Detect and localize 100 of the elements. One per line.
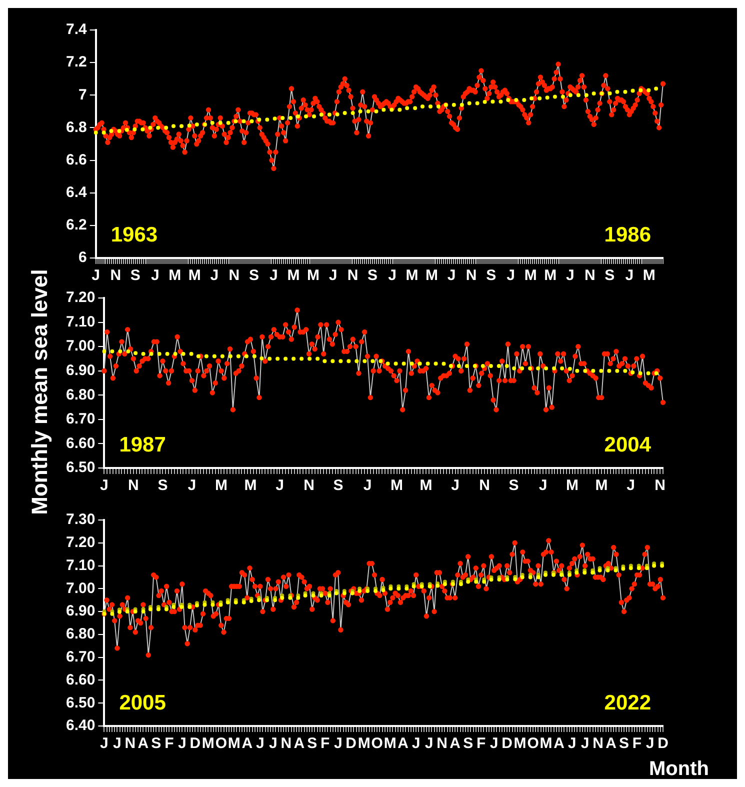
x-tick-label: J — [150, 267, 160, 284]
x-tick-label: A — [450, 735, 461, 752]
x-tick-label: S — [333, 477, 344, 494]
y-tick-label: 6.4 — [66, 184, 88, 201]
x-tick-label: M — [544, 267, 557, 284]
y-tick-label: 6.2 — [66, 216, 87, 234]
x-tick-label: J — [646, 735, 654, 752]
x-tick-label: M — [540, 735, 552, 752]
x-tick-label: S — [368, 267, 378, 284]
x-tick-label: J — [447, 267, 456, 284]
x-tick-label: J — [490, 735, 498, 752]
x-tick-label: J — [270, 267, 278, 284]
x-tick-label: A — [138, 735, 149, 752]
x-tick-label: S — [619, 735, 630, 752]
x-tick-label: J — [92, 267, 100, 284]
x-tick-label: O — [527, 735, 540, 752]
x-tick-label: J — [100, 735, 108, 752]
x-tick-label: J — [424, 735, 434, 752]
x-tick-label: M — [390, 477, 404, 494]
x-tick-label: J — [113, 735, 122, 752]
y-tick-label: 6.80 — [66, 386, 96, 404]
x-tick-label: J — [388, 267, 396, 284]
x-tick-label: J — [100, 477, 108, 494]
x-tick-label: M — [244, 477, 257, 494]
x-tick-label: N — [347, 267, 358, 284]
y-tick-label: 6.60 — [66, 671, 96, 688]
x-tick-label: M — [202, 735, 214, 752]
y-tick-label: 7.00 — [66, 580, 96, 597]
x-tick-label: M — [384, 735, 396, 752]
x-tick-label: J — [568, 735, 576, 752]
annotation: 2005 — [119, 691, 166, 714]
y-tick-label: 7.00 — [66, 338, 96, 355]
x-tick-label: S — [151, 735, 162, 752]
y-tick-label: 6.70 — [66, 648, 96, 666]
x-tick-label: A — [398, 735, 409, 752]
x-tick-label: J — [566, 267, 574, 284]
x-tick-label: M — [228, 735, 240, 752]
y-tick-label: 6.60 — [66, 434, 96, 452]
x-tick-label: D — [658, 735, 669, 752]
annotation: 2022 — [604, 691, 651, 714]
y-tick-label: 6.40 — [66, 717, 96, 734]
x-tick-label: J — [210, 267, 219, 284]
x-tick-label: M — [524, 267, 537, 284]
y-tick-label: 7.20 — [66, 289, 96, 306]
x-tick-label: A — [606, 735, 617, 752]
x-tick-label: M — [358, 735, 370, 752]
x-tick-label: J — [451, 477, 460, 494]
x-axis-title: Month — [649, 758, 709, 781]
x-tick-label: D — [346, 735, 357, 752]
x-tick-label: N — [124, 735, 136, 752]
x-tick-label: N — [592, 735, 604, 752]
x-tick-label: M — [420, 477, 432, 494]
x-tick-label: D — [190, 735, 201, 752]
y-tick-label: 6.50 — [66, 694, 96, 712]
x-tick-label: J — [506, 267, 516, 284]
x-tick-label: J — [363, 477, 372, 494]
x-tick-label: M — [642, 267, 656, 284]
x-tick-label: S — [130, 267, 140, 284]
x-tick-label: N — [584, 267, 596, 284]
annotation: 1987 — [119, 433, 166, 456]
x-tick-label: J — [328, 267, 338, 284]
x-tick-label: J — [188, 477, 196, 494]
x-tick-label: J — [178, 735, 186, 752]
x-tick-label: M — [426, 267, 438, 284]
x-tick-label: F — [320, 735, 330, 752]
x-tick-label: S — [508, 477, 519, 494]
y-tick-label: 7 — [78, 86, 87, 104]
annotation: 2004 — [604, 433, 652, 456]
y-tick-label: 6 — [78, 249, 87, 266]
x-tick-label: N — [466, 267, 477, 284]
y-tick-label: 7.30 — [66, 511, 96, 528]
x-tick-label: S — [158, 477, 168, 494]
x-tick-label: S — [463, 735, 474, 752]
x-tick-label: J — [334, 735, 342, 752]
x-tick-label: J — [268, 735, 278, 752]
x-tick-label: N — [436, 735, 448, 752]
y-tick-label: 6.70 — [66, 410, 96, 428]
x-tick-label: N — [654, 477, 666, 494]
y-axis-title: Monthly mean sea level — [27, 269, 53, 515]
y-tick-label: 7.4 — [66, 21, 88, 38]
x-tick-label: S — [486, 267, 496, 284]
x-tick-label: F — [476, 735, 486, 752]
x-tick-label: O — [215, 735, 228, 752]
x-tick-label: N — [110, 267, 122, 284]
x-tick-label: J — [256, 735, 264, 752]
x-tick-label: M — [188, 267, 201, 284]
x-tick-label: S — [604, 267, 615, 284]
x-tick-label: N — [304, 477, 314, 494]
annotation: 1963 — [110, 223, 158, 246]
y-tick-label: 6.90 — [66, 602, 96, 620]
x-tick-label: M — [514, 735, 526, 752]
y-tick-label: 6.6 — [66, 151, 87, 168]
x-tick-label: F — [164, 735, 174, 752]
x-tick-label: D — [502, 735, 513, 752]
x-tick-label: N — [280, 735, 292, 752]
x-tick-label: O — [371, 735, 384, 752]
y-tick-label: 7.10 — [66, 313, 96, 330]
x-tick-label: M — [168, 267, 182, 284]
y-tick-label: 7.20 — [66, 534, 96, 552]
x-tick-label: J — [625, 267, 634, 284]
